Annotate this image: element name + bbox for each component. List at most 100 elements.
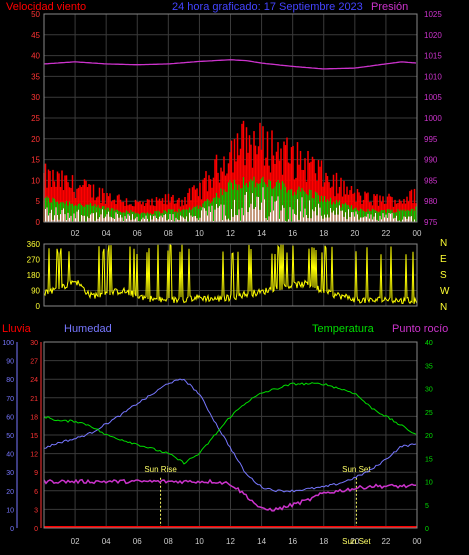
hour-tick-label: 10	[195, 537, 204, 546]
rain-tick-label: 9	[34, 470, 38, 477]
sun-event-label: Sun Rise	[144, 465, 177, 474]
humidity-tick-label: 80	[6, 377, 14, 384]
humidity-panel-frame	[43, 341, 418, 529]
hour-tick-label: 16	[288, 229, 297, 238]
temperature-tick-label: 40	[425, 340, 433, 347]
temperature-tick-label: 35	[425, 363, 433, 370]
hour-tick-label: 06	[133, 229, 142, 238]
hour-tick-label: 22	[381, 537, 390, 546]
hour-tick-label: 04	[102, 229, 111, 238]
wind-speed-tick-label: 40	[31, 52, 40, 61]
hour-tick-label: 02	[71, 229, 80, 238]
pressure-tick-label: 1025	[424, 10, 442, 19]
rain-tick-label: 3	[34, 507, 38, 514]
hour-tick-label: 20	[350, 537, 359, 546]
rain-tick-label: 30	[30, 340, 38, 347]
direction-tick-label: 90	[31, 287, 40, 296]
pressure-tick-label: 1010	[424, 72, 442, 81]
compass-label: E	[440, 254, 447, 265]
wind-speed-label: Velocidad viento	[6, 1, 86, 13]
wind-speed-tick-label: 45	[31, 31, 40, 40]
pressure-tick-label: 1005	[424, 93, 442, 102]
wind-speed-tick-label: 15	[31, 156, 40, 165]
wind-speed-tick-label: 20	[31, 135, 40, 144]
rain-tick-label: 0	[34, 526, 38, 533]
pressure-tick-label: 1000	[424, 114, 442, 123]
sun-event-label: Sun Set	[342, 465, 371, 474]
rain-tick-label: 6	[34, 489, 38, 496]
temperature-label: Temperatura	[312, 323, 375, 335]
rain-tick-label: 21	[30, 396, 38, 403]
hour-tick-label: 02	[71, 537, 80, 546]
dewpoint-label: Punto rocío	[392, 323, 448, 335]
temperature-tick-label: 25	[425, 410, 433, 417]
compass-label: W	[440, 286, 450, 297]
humidity-tick-label: 90	[6, 359, 14, 366]
temperature-tick-label: 0	[425, 526, 429, 533]
temperature-tick-label: 30	[425, 387, 433, 394]
pressure-tick-label: 975	[424, 218, 438, 227]
direction-tick-label: 360	[27, 240, 41, 249]
wind-speed-tick-label: 5	[36, 197, 41, 206]
humidity-line	[43, 378, 417, 493]
temperature-tick-label: 15	[425, 456, 433, 463]
hour-tick-label: 04	[102, 537, 111, 546]
direction-tick-label: 180	[27, 271, 41, 280]
compass-label: N	[440, 302, 447, 313]
hour-tick-label: 18	[319, 229, 328, 238]
pressure-line	[43, 59, 417, 70]
rain-tick-label: 15	[30, 433, 38, 440]
hour-tick-label: 18	[319, 537, 328, 546]
pressure-tick-label: 985	[424, 176, 438, 185]
pressure-tick-label: 1015	[424, 52, 442, 61]
temperature-tick-label: 20	[425, 433, 433, 440]
wind-speed-tick-label: 35	[31, 72, 40, 81]
wind-panel-frame	[43, 13, 418, 223]
temperature-tick-label: 5	[425, 503, 429, 510]
hour-tick-label: 10	[195, 229, 204, 238]
hour-tick-label: 00	[413, 229, 422, 238]
pressure-tick-label: 990	[424, 156, 438, 165]
pressure-label: Presión	[371, 1, 408, 13]
hour-tick-label: 06	[133, 537, 142, 546]
pressure-tick-label: 1020	[424, 31, 442, 40]
wind-pressure-panel: 0510152025303540455097598098599099510001…	[31, 10, 442, 238]
compass-label: N	[440, 238, 447, 249]
wind-direction-line	[43, 243, 418, 305]
humidity-label: Humedad	[64, 323, 112, 335]
hour-tick-label: 22	[381, 229, 390, 238]
rain-tick-label: 12	[30, 452, 38, 459]
hour-tick-label: 08	[164, 537, 173, 546]
humidity-tick-label: 30	[6, 470, 14, 477]
hour-tick-label: 14	[257, 229, 266, 238]
compass-label: S	[440, 270, 447, 281]
wind-speed-tick-label: 25	[31, 114, 40, 123]
direction-tick-label: 270	[27, 256, 41, 265]
pressure-tick-label: 980	[424, 197, 438, 206]
rain-label: Lluvia	[2, 323, 32, 335]
wind-speed-tick-label: 30	[31, 93, 40, 102]
rain-tick-label: 24	[30, 377, 38, 384]
hour-tick-label: 14	[257, 537, 266, 546]
humidity-tick-label: 60	[6, 414, 14, 421]
dewpoint-line	[43, 478, 417, 512]
temperature-line	[43, 382, 417, 465]
hour-tick-label: 12	[226, 537, 235, 546]
hour-tick-label: 08	[164, 229, 173, 238]
pressure-tick-label: 995	[424, 135, 438, 144]
humidity-tick-label: 50	[6, 433, 14, 440]
wind-speed-tick-label: 0	[36, 218, 41, 227]
hour-tick-label: 16	[288, 537, 297, 546]
humidity-tick-label: 20	[6, 489, 14, 496]
humidity-tick-label: 0	[10, 526, 14, 533]
hour-tick-label: 12	[226, 229, 235, 238]
hour-tick-label: 20	[350, 229, 359, 238]
sun-set-bottom-label: Sun Set	[342, 537, 371, 546]
humidity-tick-label: 10	[6, 507, 14, 514]
hour-tick-label: 00	[413, 537, 422, 546]
chart-date-title: 24 hora graficado: 17 Septiembre 2023	[172, 1, 363, 13]
rain-tick-label: 18	[30, 414, 38, 421]
